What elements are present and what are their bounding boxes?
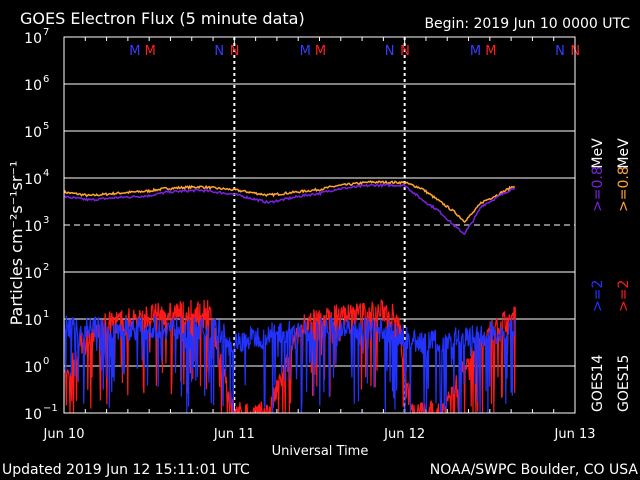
y-tick-exponent: 5 (43, 121, 49, 132)
begin-time: Begin: 2019 Jun 10 0000 UTC (424, 16, 630, 32)
y-tick-exponent: 4 (43, 168, 49, 179)
legend-mev-unit-2: MeV (616, 138, 632, 169)
legend-goes15-2mev: >=2 (616, 280, 632, 312)
mn-marker: N (214, 44, 224, 59)
mn-marker: N (400, 44, 410, 59)
legend-goes14-label: GOES14 (590, 354, 606, 412)
legend-goes15: GOES15 >=2 >=0.8 MeV (616, 138, 632, 412)
x-axis-label: Universal Time (272, 444, 369, 459)
y-tick-label: 10 (24, 125, 42, 141)
series-line-goes14-08mev (63, 183, 516, 236)
series-line-goes15-08mev (63, 179, 516, 223)
y-tick-label: 10 (24, 360, 42, 376)
legend-goes14: GOES14 >=2 >=0.8 MeV (590, 138, 606, 412)
x-tick-labels: Jun 10 Jun 11 Jun 12 Jun 13 (43, 427, 596, 442)
plot-frame (63, 36, 576, 414)
y-tick-exponent: 6 (43, 74, 49, 85)
mn-marker: M (145, 44, 156, 59)
y-tick-exponent: 2 (43, 262, 49, 273)
mn-marker: M (485, 44, 496, 59)
y-tick-exponent: 3 (43, 215, 49, 226)
mn-marker: N (555, 44, 565, 59)
legend-goes14-08mev: >=0.8 (590, 166, 606, 212)
y-axis-label: Particles cm⁻²s⁻¹sr⁻¹ (7, 161, 26, 326)
mn-marker: M (129, 44, 140, 59)
mn-marker: M (300, 44, 311, 59)
mn-marker: N (385, 44, 395, 59)
x-tick-label: Jun 12 (383, 427, 425, 442)
y-tick-exponent: 7 (43, 27, 49, 38)
legend-goes14-2mev: >=2 (590, 280, 606, 312)
x-tick-label: Jun 11 (213, 427, 255, 442)
updated-timestamp: Updated 2019 Jun 12 15:11:01 UTC (2, 462, 250, 478)
legend-goes15-08mev: >=0.8 (616, 166, 632, 212)
y-tick-label: 10 (24, 407, 42, 423)
chart-title: GOES Electron Flux (5 minute data) (20, 9, 305, 28)
y-tick-label: 10 (24, 266, 42, 282)
legend-mev-unit-1: MeV (590, 138, 606, 169)
mn-marker: N (230, 44, 240, 59)
mn-marker: M (470, 44, 481, 59)
y-tick-exponent: 0 (43, 356, 49, 367)
y-tick-label: 10 (24, 31, 42, 47)
y-tick-label: 10 (24, 78, 42, 94)
y-tick-label: 10 (24, 313, 42, 329)
series-line-goes14-2mev (63, 315, 516, 414)
y-tick-label: 10 (24, 219, 42, 235)
legend-goes15-label: GOES15 (616, 355, 632, 412)
y-tick-exponent: 1 (43, 309, 49, 320)
mn-marker: M (315, 44, 326, 59)
credit-text: NOAA/SWPC Boulder, CO USA (430, 462, 639, 478)
x-tick-label: Jun 13 (554, 427, 596, 442)
y-tick-exponent: −1 (43, 403, 58, 414)
x-tick-label: Jun 10 (43, 427, 85, 442)
y-tick-label: 10 (24, 172, 42, 188)
